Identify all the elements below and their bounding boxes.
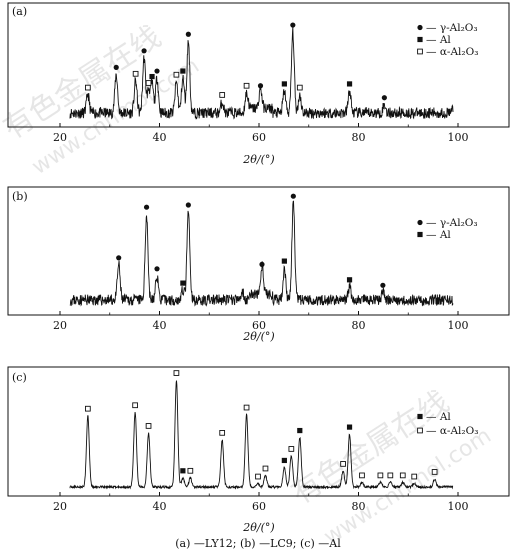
diffraction-trace bbox=[69, 380, 454, 490]
watermark-text: 有色金属在线 bbox=[285, 384, 455, 511]
peak-marker bbox=[143, 204, 150, 210]
peak-marker bbox=[381, 95, 387, 101]
peak-marker bbox=[359, 472, 365, 479]
x-tick-label: 100 bbox=[448, 131, 469, 144]
legend-label: — α-Al₂O₃ bbox=[426, 46, 478, 58]
legend-marker bbox=[417, 36, 423, 43]
x-tick-label: 40 bbox=[153, 500, 167, 513]
figure-caption: (a) —LY12; (b) —LC9; (c) —Al bbox=[175, 537, 341, 550]
peak-marker bbox=[290, 22, 296, 28]
x-tick-label: 20 bbox=[53, 131, 67, 144]
legend: — γ-Al₂O₃— Al— α-Al₂O₃ bbox=[417, 22, 478, 58]
legend: — γ-Al₂O₃— Al bbox=[417, 217, 478, 241]
x-tick-label: 100 bbox=[448, 319, 469, 332]
peak-marker bbox=[340, 461, 346, 467]
peak-marker bbox=[431, 469, 438, 475]
peak-marker bbox=[180, 68, 186, 74]
x-axis-label: 2θ/(°) bbox=[242, 521, 274, 534]
peak-marker bbox=[145, 423, 152, 429]
legend: — Al — α-Al₂O₃ bbox=[417, 411, 478, 437]
x-tick-label: 60 bbox=[252, 131, 266, 144]
peak-marker bbox=[180, 280, 186, 286]
panel-c: (c) 20 40 60 80 100 2θ/(°) — Al — α-Al₂O₃ bbox=[7, 366, 510, 534]
peak-marker bbox=[411, 473, 418, 480]
panel-a: (a) 20 40 60 80 100 2θ/(°) — γ-Al₂O₃— Al— α-Al₂… bbox=[7, 2, 510, 166]
peak-marker bbox=[185, 31, 191, 37]
x-tick-label: 80 bbox=[352, 319, 366, 332]
peak-marker bbox=[219, 92, 226, 98]
plot-frame bbox=[7, 186, 510, 316]
peak-marker bbox=[173, 71, 180, 78]
peak-marker bbox=[288, 446, 295, 452]
x-axis-label: 2θ/(°) bbox=[242, 330, 274, 343]
peak-marker bbox=[173, 370, 180, 376]
x-tick-label: 100 bbox=[448, 500, 469, 513]
legend-label: — Al bbox=[426, 411, 451, 423]
panel-b: (b) 20 40 60 80 100 2θ/(°) — γ-Al₂O₃— Al bbox=[7, 186, 510, 343]
peak-marker bbox=[132, 70, 139, 77]
peak-marker bbox=[257, 83, 264, 89]
legend-label: — α-Al₂O₃ bbox=[426, 425, 478, 437]
peak-marker bbox=[113, 64, 119, 70]
peak-marker bbox=[377, 472, 384, 479]
peak-marker bbox=[346, 424, 353, 430]
x-tick-label: 80 bbox=[352, 131, 366, 144]
panel-label: (b) bbox=[12, 190, 28, 203]
peak-marker bbox=[85, 405, 91, 412]
peak-marker bbox=[387, 472, 394, 479]
x-tick-label: 60 bbox=[252, 500, 266, 513]
legend-marker bbox=[417, 48, 423, 55]
peak-marker bbox=[255, 473, 261, 480]
peak-marker bbox=[154, 266, 160, 272]
peak-marker bbox=[296, 84, 303, 91]
legend-marker bbox=[417, 24, 423, 31]
peak-marker bbox=[185, 202, 191, 208]
x-tick-label: 80 bbox=[352, 500, 366, 513]
peak-marker bbox=[180, 468, 186, 474]
panel-label: (c) bbox=[12, 371, 27, 384]
peak-marker bbox=[281, 258, 287, 264]
x-tick-label: 40 bbox=[153, 319, 167, 332]
legend-label: — γ-Al₂O₃ bbox=[426, 217, 478, 229]
peak-marker bbox=[290, 193, 296, 199]
legend-marker bbox=[417, 413, 423, 420]
legend-marker bbox=[417, 231, 423, 238]
panel-label: (a) bbox=[12, 5, 27, 18]
x-axis-label: 2θ/(°) bbox=[242, 153, 274, 166]
peak-marker bbox=[243, 82, 250, 89]
peak-marker bbox=[219, 430, 226, 436]
peak-marker bbox=[346, 277, 353, 283]
peak-marker bbox=[85, 84, 91, 91]
peak-marker bbox=[262, 465, 269, 472]
x-tick-label: 60 bbox=[252, 319, 266, 332]
legend-label: — Al bbox=[426, 34, 451, 46]
diffraction-trace bbox=[69, 200, 454, 307]
peak-marker bbox=[145, 80, 152, 86]
peak-marker bbox=[259, 261, 265, 267]
peak-marker bbox=[399, 472, 406, 479]
peak-marker bbox=[380, 282, 386, 288]
peak-marker bbox=[346, 81, 353, 87]
x-tick-label: 40 bbox=[153, 131, 167, 144]
peak-marker bbox=[187, 467, 194, 474]
legend-marker bbox=[417, 219, 423, 226]
peak-marker bbox=[281, 81, 287, 87]
peak-marker bbox=[149, 73, 155, 80]
legend-label: — Al bbox=[426, 229, 451, 241]
x-tick-label: 20 bbox=[53, 319, 67, 332]
legend-marker bbox=[417, 427, 423, 434]
peak-marker bbox=[154, 68, 160, 74]
diffraction-trace bbox=[69, 26, 454, 120]
legend-label: — γ-Al₂O₃ bbox=[426, 22, 478, 34]
x-tick-label: 20 bbox=[53, 500, 67, 513]
peak-marker bbox=[141, 48, 147, 54]
peak-marker bbox=[243, 404, 250, 411]
peak-marker bbox=[281, 457, 287, 464]
peak-marker bbox=[297, 427, 303, 434]
peak-marker bbox=[132, 402, 138, 409]
peak-marker bbox=[116, 255, 122, 261]
